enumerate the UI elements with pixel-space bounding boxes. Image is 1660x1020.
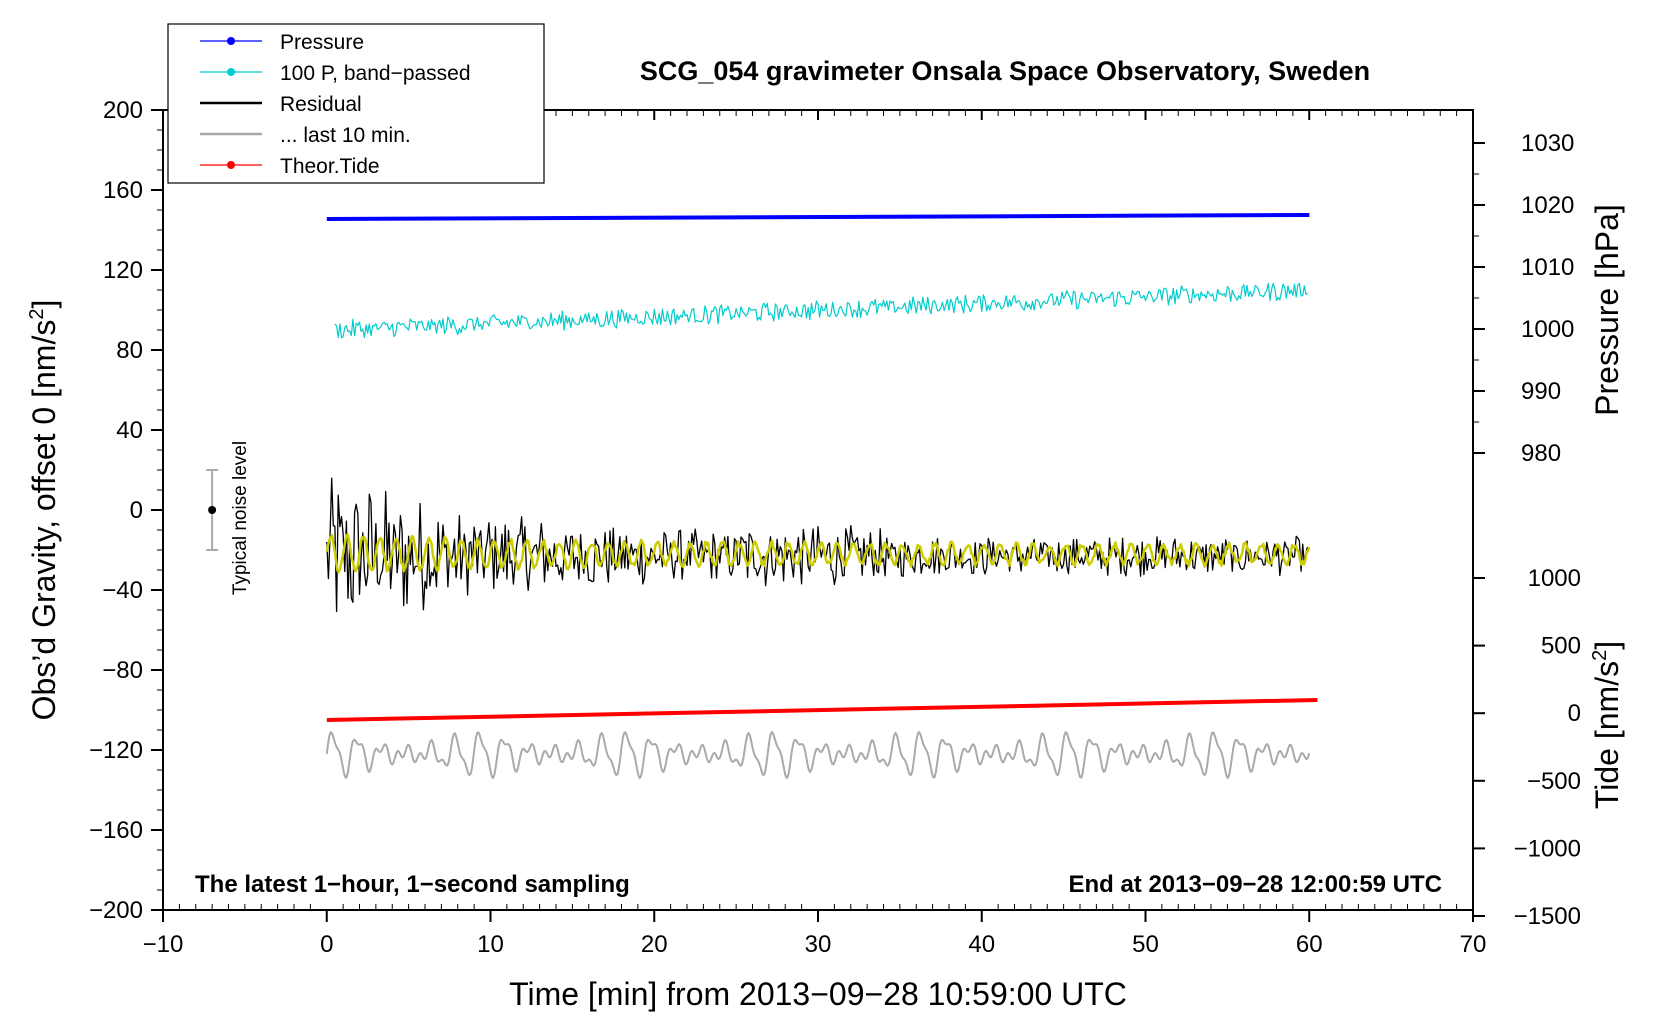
x-tick-label-7: 60 xyxy=(1296,931,1323,958)
y-tick-label-0: 200 xyxy=(103,97,143,124)
x-tick-label-1: 0 xyxy=(320,931,333,958)
series-pressure xyxy=(326,213,1310,221)
tide-tick-label-2: 0 xyxy=(1568,700,1581,727)
noise-level-label: Typical noise level xyxy=(230,441,251,595)
y-tick-label-1: 160 xyxy=(103,177,143,204)
series-band-passed xyxy=(334,282,1308,339)
y-tick-label-2: 120 xyxy=(103,257,143,284)
x-axis-ticks: −10 0 10 20 30 40 50 60 70 xyxy=(143,110,1487,958)
legend-label-4: Theor.Tide xyxy=(280,155,380,178)
tide-tick-label-4: −1000 xyxy=(1514,835,1581,862)
tide-axis-label-main: Tide [nm/s xyxy=(1589,661,1625,809)
noise-level-indicator xyxy=(206,469,219,551)
minor-ticks xyxy=(157,110,1458,910)
series-residual-smoothed xyxy=(325,533,1311,574)
series-tide xyxy=(326,698,1318,722)
pressure-axis-ticks: 1030 1020 1010 1000 990 980 xyxy=(1473,130,1574,467)
x-tick-label-2: 10 xyxy=(477,931,504,958)
plot-frame xyxy=(162,109,1474,911)
y-tick-label-4: 40 xyxy=(116,417,143,444)
legend-label-0: Pressure xyxy=(280,31,364,54)
legend-label-3: ... last 10 min. xyxy=(280,124,411,147)
noise-bar-center xyxy=(208,506,217,514)
legend-label-1: 100 P, band−passed xyxy=(280,62,471,85)
series-residual xyxy=(326,477,1309,613)
pressure-tick-label-2: 1010 xyxy=(1521,254,1574,281)
pressure-tick-label-5: 980 xyxy=(1521,440,1561,467)
note-right: End at 2013−09−28 12:00:59 UTC xyxy=(1068,871,1442,898)
x-axis-label: Time [min] from 2013−09−28 10:59:00 UTC xyxy=(509,976,1127,1012)
legend-marker-1 xyxy=(227,68,235,76)
pressure-tick-label-3: 1000 xyxy=(1521,316,1574,343)
y-tick-label-5: 0 xyxy=(130,497,143,524)
x-tick-label-6: 50 xyxy=(1132,931,1159,958)
tide-axis-label: Tide [nm/s2] xyxy=(1589,641,1625,809)
note-left: The latest 1−hour, 1−second sampling xyxy=(195,871,630,898)
y-tick-label-10: −200 xyxy=(89,897,143,924)
y-tick-label-6: −40 xyxy=(102,577,143,604)
tide-axis-label-sup: 2 xyxy=(1589,650,1611,661)
x-tick-label-4: 30 xyxy=(805,931,832,958)
tide-tick-label-3: −500 xyxy=(1527,768,1581,795)
y-axis-left-label-sup: 2 xyxy=(26,309,48,320)
series-layer xyxy=(325,213,1318,780)
x-tick-label-8: 70 xyxy=(1460,931,1487,958)
legend-marker-4 xyxy=(227,161,235,169)
pressure-tick-label-1: 1020 xyxy=(1521,192,1574,219)
x-tick-label-0: −10 xyxy=(143,931,184,958)
legend-marker-0 xyxy=(227,37,235,45)
y-tick-label-8: −120 xyxy=(89,737,143,764)
y-tick-label-9: −160 xyxy=(89,817,143,844)
tide-axis-ticks: 1000 500 0 −500 −1000 −1500 xyxy=(1473,565,1581,930)
legend-label-2: Residual xyxy=(280,93,362,116)
tide-tick-label-5: −1500 xyxy=(1514,903,1581,930)
legend: Pressure 100 P, band−passed Residual ... la… xyxy=(200,31,471,178)
y-tick-label-3: 80 xyxy=(116,337,143,364)
x-tick-label-3: 20 xyxy=(641,931,668,958)
y-axis-left-label-close: ] xyxy=(26,300,62,309)
x-tick-label-5: 40 xyxy=(968,931,995,958)
pressure-tick-label-4: 990 xyxy=(1521,378,1561,405)
tide-tick-label-0: 1000 xyxy=(1528,565,1581,592)
chart-title: SCG_054 gravimeter Onsala Space Observat… xyxy=(640,56,1370,86)
y-axis-left-ticks: 200 160 120 80 40 0 −40 −80 −120 −160 −200 xyxy=(89,97,163,924)
tide-axis-label-close: ] xyxy=(1589,641,1625,650)
pressure-tick-label-0: 1030 xyxy=(1521,130,1574,157)
y-tick-label-7: −80 xyxy=(102,657,143,684)
y-axis-left-label-main: Obs’d Gravity, offset 0 [nm/s xyxy=(26,320,62,721)
pressure-axis-label: Pressure [hPa] xyxy=(1589,204,1625,416)
tide-tick-label-1: 500 xyxy=(1541,633,1581,660)
y-axis-left-label: Obs’d Gravity, offset 0 [nm/s2] xyxy=(26,300,62,721)
series-last-10-min xyxy=(325,731,1311,780)
